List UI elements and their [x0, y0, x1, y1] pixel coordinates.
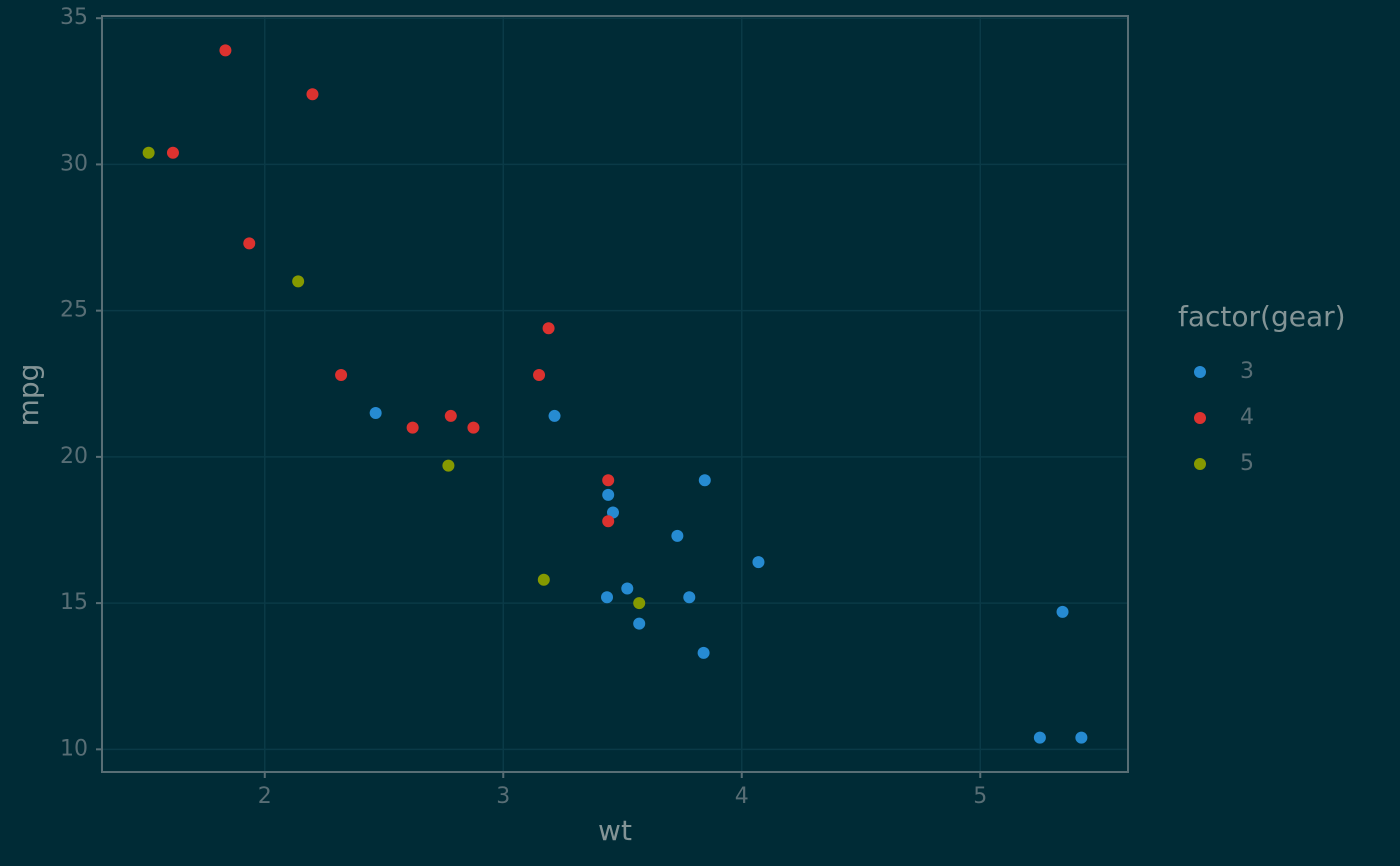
point — [243, 237, 256, 250]
y-axis-title: mpg — [12, 364, 45, 427]
point — [142, 146, 155, 159]
point — [633, 597, 646, 610]
point — [633, 617, 646, 630]
x-tick-label: 3 — [496, 784, 510, 809]
point — [752, 556, 765, 569]
point — [683, 591, 696, 604]
point — [533, 368, 546, 381]
y-tick-label: 35 — [60, 5, 88, 30]
point — [467, 421, 480, 434]
point — [621, 582, 634, 595]
point — [219, 44, 232, 57]
y-tick-label: 30 — [60, 151, 88, 176]
point — [306, 88, 319, 101]
x-tick-label: 4 — [735, 784, 749, 809]
legend-title: factor(gear) — [1178, 300, 1346, 333]
point — [1075, 731, 1088, 744]
legend-key — [1194, 412, 1206, 424]
point — [1056, 605, 1069, 618]
point — [602, 488, 615, 501]
point — [442, 459, 455, 472]
legend-label: 4 — [1240, 405, 1254, 430]
x-tick-label: 5 — [973, 784, 987, 809]
point — [601, 591, 614, 604]
point — [292, 275, 305, 288]
point — [166, 146, 179, 159]
point — [542, 322, 555, 335]
point — [671, 529, 684, 542]
point — [697, 646, 710, 659]
legend-label: 3 — [1240, 359, 1254, 384]
point — [444, 409, 457, 422]
y-tick-label: 15 — [60, 590, 88, 615]
point — [1033, 731, 1046, 744]
y-tick-label: 25 — [60, 298, 88, 323]
point — [602, 474, 615, 487]
y-tick-label: 10 — [60, 736, 88, 761]
point — [537, 573, 550, 586]
y-tick-label: 20 — [60, 444, 88, 469]
legend-key — [1194, 366, 1206, 378]
point — [369, 407, 382, 420]
x-tick-label: 2 — [258, 784, 272, 809]
legend-label: 5 — [1240, 451, 1254, 476]
point — [548, 409, 561, 422]
point — [606, 506, 619, 519]
point — [602, 515, 615, 528]
point — [698, 474, 711, 487]
panel-border — [101, 15, 1129, 773]
x-axis-title: wt — [598, 814, 632, 847]
point — [335, 368, 348, 381]
legend-key — [1194, 458, 1206, 470]
point — [406, 421, 419, 434]
